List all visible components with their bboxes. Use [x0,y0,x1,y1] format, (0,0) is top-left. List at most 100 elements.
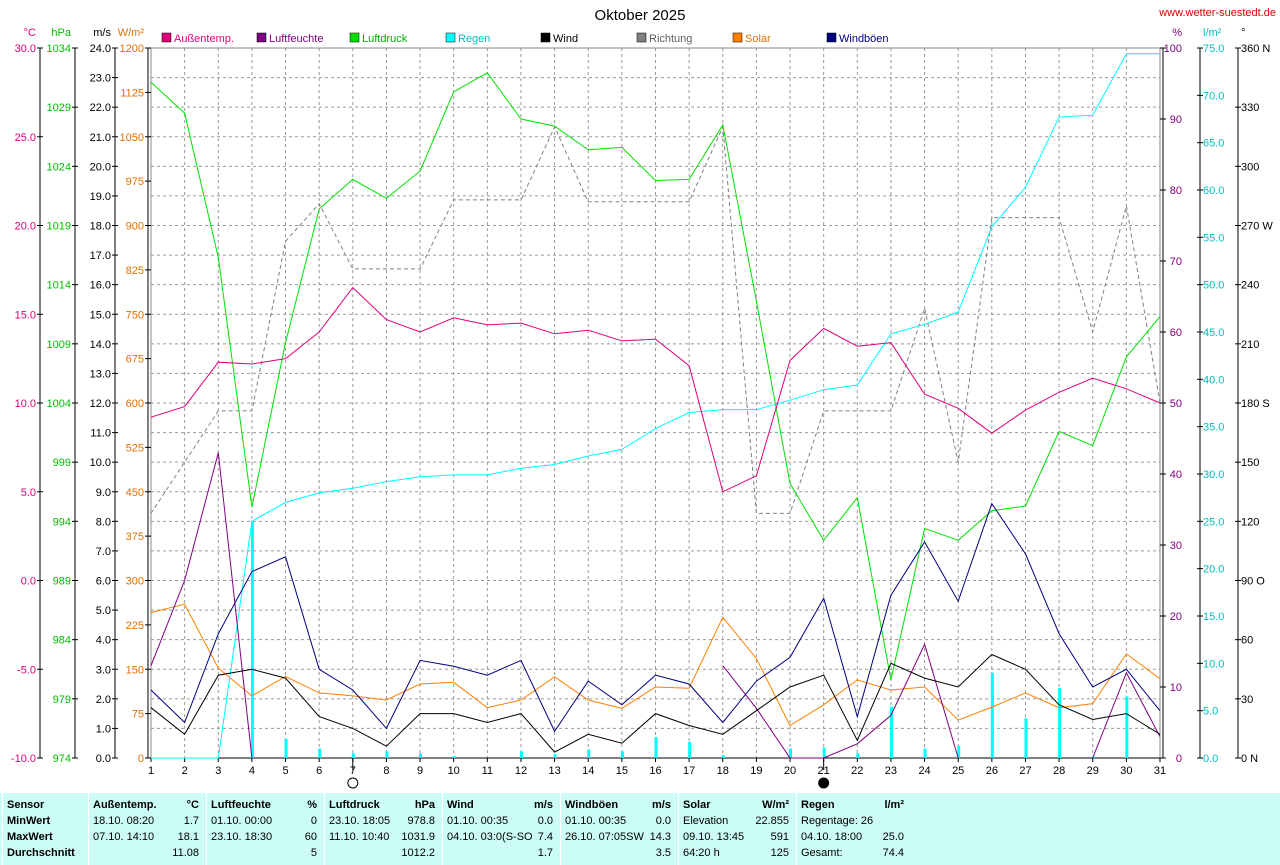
rain-axis-tick-label: 30.0 [1203,469,1224,481]
pressure-axis-tick-label: 1034 [47,43,71,55]
wind-axis-tick-label: 21.0 [90,132,111,144]
wind-axis-tick-label: 1.0 [96,723,111,735]
stats-cell-time: 64:20 h [683,847,720,859]
x-tick-label: 13 [548,765,560,777]
stats-cell-value: 11.08 [172,847,199,859]
rain-bar [620,751,624,758]
x-tick-label: 25 [952,765,964,777]
x-tick-label: 19 [750,765,762,777]
rain-bar [284,739,288,758]
direction-axis-tick-label: 150 [1241,457,1259,469]
rain-axis-tick-label: 70.0 [1203,90,1224,102]
legend-swatch [349,32,360,43]
plot-area [150,53,1161,759]
humidity-axis-tick-label: 60 [1170,327,1182,339]
stats-row-label: MaxWert [7,831,53,843]
humidity-axis-tick-label: 0 [1176,753,1182,765]
stats-cell-time: 18.10. 08:20 [93,815,155,827]
stats-header: Windböen [565,799,619,811]
stats-column: Luftdruck hPa 23.10. 18:05 978.8 11.10. 10:4… [324,793,443,865]
rain-bar [318,748,322,758]
rain-axis-tick-label: 55.0 [1203,232,1224,244]
rain-bar [654,737,658,758]
x-tick-label: 12 [515,765,527,777]
wind-axis-tick-label: 23.0 [90,73,111,85]
x-tick-label: 3 [215,765,221,777]
humidity-axis-tick-label: 40 [1170,469,1182,481]
solar-axis-tick-label: 525 [126,442,144,454]
stats-cell-value: 18.1 [177,831,199,843]
rain-bar [721,755,725,758]
stats-unit: °C [186,799,199,811]
stats-cell-value: 125 [770,847,789,859]
direction-axis-tick-label: 0 N [1241,753,1258,765]
solar-axis-unit: W/m² [118,27,145,39]
x-tick-label: 24 [918,765,930,777]
stats-column: Luftfeuchte% 01.10. 00:00 0 23.10. 18:30 60 5 [206,793,325,865]
legend-label: Solar [745,33,771,45]
pressure-axis-unit: hPa [51,27,71,39]
wind-axis-tick-label: 13.0 [90,368,111,380]
weather-chart: Oktober 2025 www.wetter-suestedt.de Auße… [11,7,1276,789]
rain-axis-tick-label: 25.0 [1203,516,1224,528]
stats-column: Regen l/m² Regentage: 26 04.10. 18:00 25.0 Ge… [796,793,912,865]
pressure-axis-tick-label: 1029 [47,102,71,114]
rain-bar [889,706,893,758]
x-tick-label: 30 [1120,765,1132,777]
legend-swatch [161,32,172,43]
stats-cell-time: 07.10. 14:10 [93,831,155,843]
direction-axis-tick-label: 360 N [1241,43,1270,55]
solar-axis-tick-label: 0 [138,753,144,765]
pressure-axis-tick-label: 1019 [47,221,71,233]
rain-bar [553,754,557,758]
direction-axis-tick-label: 180 S [1241,398,1270,410]
wind-axis-tick-label: 7.0 [96,546,111,558]
stats-cell-value: 0.0 [655,815,671,827]
stats-row-label: MinWert [7,815,51,827]
x-tick-label: 20 [784,765,796,777]
wind-axis-tick-label: 3.0 [96,664,111,676]
direction-axis-tick-label: 270 W [1241,221,1273,233]
humidity-axis-tick-label: 20 [1170,611,1182,623]
new-moon-icon [818,777,830,789]
wind-axis-tick-label: 4.0 [96,635,111,647]
stats-cell-value: 74.4 [882,847,904,859]
rain-bar [923,748,927,758]
wind-axis-tick-label: 10.0 [90,457,111,469]
stats-cell-value: 591 [770,831,789,843]
direction-axis-tick-label: 30 [1241,694,1253,706]
direction-axis-tick-label: 90 O [1241,576,1265,588]
series-line-windben [150,502,1161,733]
stats-cell-value: 0.0 [537,815,553,827]
stats-column: Außentemp. °C 18.10. 08:20 1.7 07.10. 14:10 1… [88,793,207,865]
temp-axis-tick-label: 25.0 [15,132,36,144]
wind-axis-tick-label: 24.0 [90,43,111,55]
temp-axis-unit: °C [24,27,36,39]
stats-cell-time: 26.10. 07:05SW [565,831,644,843]
temp-axis-tick-label: -10.0 [11,753,36,765]
rain-bar [789,748,793,758]
x-tick-label: 4 [249,765,255,777]
site-url[interactable]: www.wetter-suestedt.de [1158,7,1276,19]
legend-swatch [826,32,837,43]
direction-axis-tick-label: 240 [1241,280,1259,292]
x-tick-label: 5 [282,765,288,777]
series-line-luftdruck [150,72,1161,681]
wind-axis-tick-label: 0.0 [96,753,111,765]
stats-cell-value: 22.855 [755,815,789,827]
wind-axis-tick-label: 12.0 [90,398,111,410]
rain-bar [957,745,961,758]
direction-axis-tick-label: 300 [1241,161,1259,173]
stats-cell-value: 7.4 [537,831,553,843]
rain-axis-tick-label: 65.0 [1203,138,1224,150]
wind-axis-tick-label: 18.0 [90,221,111,233]
rain-axis-tick-label: 20.0 [1203,564,1224,576]
stats-cell-value: 1031.9 [401,831,435,843]
solar-axis-tick-label: 150 [126,664,144,676]
stats-unit: % [307,799,317,811]
rain-bar [351,753,355,758]
rain-axis-tick-label: 45.0 [1203,327,1224,339]
solar-axis-tick-label: 1050 [120,132,144,144]
legend-swatch [445,32,456,43]
temp-axis-tick-label: 15.0 [15,309,36,321]
